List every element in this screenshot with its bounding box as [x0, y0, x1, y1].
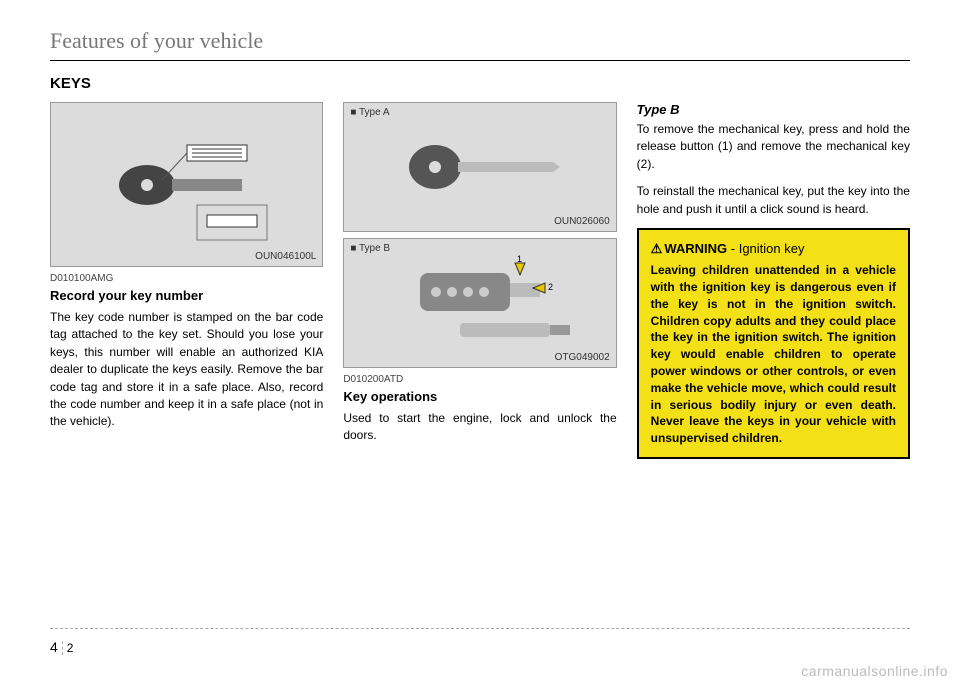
figure-type-label: ■ Type A — [350, 107, 389, 118]
footer-rule — [50, 628, 910, 629]
figure-caption: OUN026060 — [554, 216, 610, 227]
warning-title-suffix: - Ignition key — [727, 241, 804, 256]
subheading-record-key: Record your key number — [50, 288, 323, 303]
body-key-ops: Used to start the engine, lock and unloc… — [343, 410, 616, 445]
figure-caption: OUN046100L — [255, 251, 316, 262]
warning-box: ⚠WARNING - Ignition key Leaving children… — [637, 228, 910, 459]
warning-icon: ⚠ — [651, 240, 663, 258]
chapter-header: Features of your vehicle — [50, 28, 910, 61]
type-b-heading: Type B — [637, 102, 910, 117]
column-1: OUN046100L D010100AMG Record your key nu… — [50, 102, 323, 459]
content-columns: OUN046100L D010100AMG Record your key nu… — [50, 102, 910, 459]
chapter-number: 4 — [50, 639, 62, 655]
warning-title-prefix: WARNING — [664, 241, 727, 256]
figure-caption: OTG049002 — [555, 352, 610, 363]
key-type-b-illustration: 1 2 — [380, 253, 580, 353]
body-type-b-2: To reinstall the mechanical key, put the… — [637, 183, 910, 218]
subheading-key-ops: Key operations — [343, 389, 616, 404]
key-tag-illustration — [87, 125, 287, 245]
page-numbers: 4 2 — [50, 639, 73, 655]
watermark: carmanualsonline.info — [801, 663, 948, 679]
figure-type-b: ■ Type B 1 2 OTG049002 — [343, 238, 616, 368]
section-title: KEYS — [50, 75, 910, 92]
figure-key-tag: OUN046100L — [50, 102, 323, 267]
body-record-key: The key code number is stamped on the ba… — [50, 309, 323, 431]
svg-text:2: 2 — [548, 282, 553, 292]
column-3: Type B To remove the mechanical key, pre… — [637, 102, 910, 459]
body-type-b-1: To remove the mechanical key, press and … — [637, 121, 910, 173]
page-number: 2 — [62, 641, 74, 655]
column-2: ■ Type A OUN026060 ■ Type B 1 2 — [343, 102, 616, 459]
doc-code: D010200ATD — [343, 374, 616, 385]
warning-title: ⚠WARNING - Ignition key — [651, 240, 896, 258]
key-type-a-illustration — [380, 122, 580, 212]
doc-code: D010100AMG — [50, 273, 323, 284]
svg-text:1: 1 — [517, 254, 522, 264]
figure-type-a: ■ Type A OUN026060 — [343, 102, 616, 232]
warning-body: Leaving children unattended in a vehicle… — [651, 262, 896, 447]
